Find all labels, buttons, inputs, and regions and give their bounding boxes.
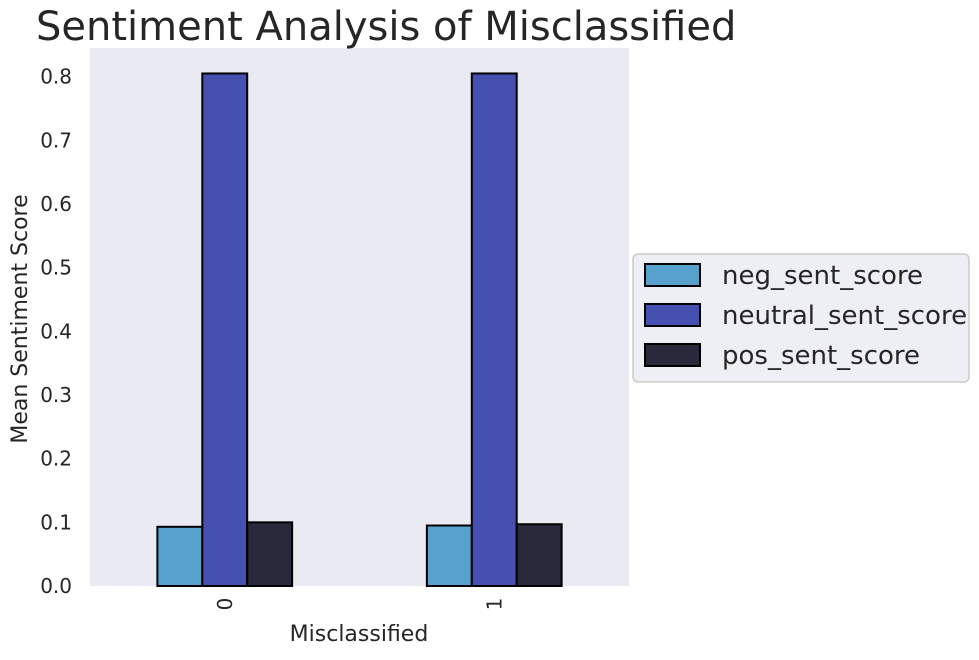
- bar-neutral_sent_score-1: [470, 72, 518, 587]
- y-tick-label: 0.3: [40, 383, 72, 407]
- y-tick-label: 0.8: [40, 65, 72, 89]
- y-tick-label: 0.1: [40, 510, 72, 534]
- x-tick-label: 0: [213, 598, 237, 611]
- y-tick-labels: 0.0 0.1 0.2 0.3 0.4 0.5 0.6 0.7 0.8: [40, 65, 72, 598]
- legend-swatch-neg_sent_score: [644, 263, 701, 287]
- plot-area: [90, 48, 629, 586]
- legend-label: neutral_sent_score: [722, 301, 967, 331]
- y-tick-label: 0.7: [40, 128, 72, 152]
- y-axis-label: Mean Sentiment Score: [8, 194, 33, 443]
- y-tick-label: 0.2: [40, 447, 72, 471]
- x-axis-label: Misclassified: [290, 622, 429, 647]
- legend: neg_sent_score neutral_sent_score pos_sent…: [632, 253, 970, 383]
- bar-neutral_sent_score-0: [201, 72, 249, 587]
- y-tick-label: 0.6: [40, 192, 72, 216]
- legend-label: pos_sent_score: [722, 341, 920, 371]
- bar-pos_sent_score-0: [246, 521, 294, 587]
- bar-pos_sent_score-1: [515, 523, 563, 587]
- chart-title: Sentiment Analysis of Misclassified: [36, 4, 736, 50]
- y-tick-label: 0.5: [40, 256, 72, 280]
- bars: [156, 72, 563, 587]
- x-tick-label: 1: [482, 598, 506, 611]
- bar-neg_sent_score-0: [156, 525, 204, 587]
- legend-label: neg_sent_score: [722, 261, 923, 291]
- y-tick-label: 0.0: [40, 574, 72, 598]
- legend-swatch-pos_sent_score: [644, 343, 701, 367]
- bar-neg_sent_score-1: [425, 524, 473, 587]
- legend-swatch-neutral_sent_score: [644, 303, 701, 327]
- legend-frame: [632, 253, 970, 383]
- y-tick-label: 0.4: [40, 319, 72, 343]
